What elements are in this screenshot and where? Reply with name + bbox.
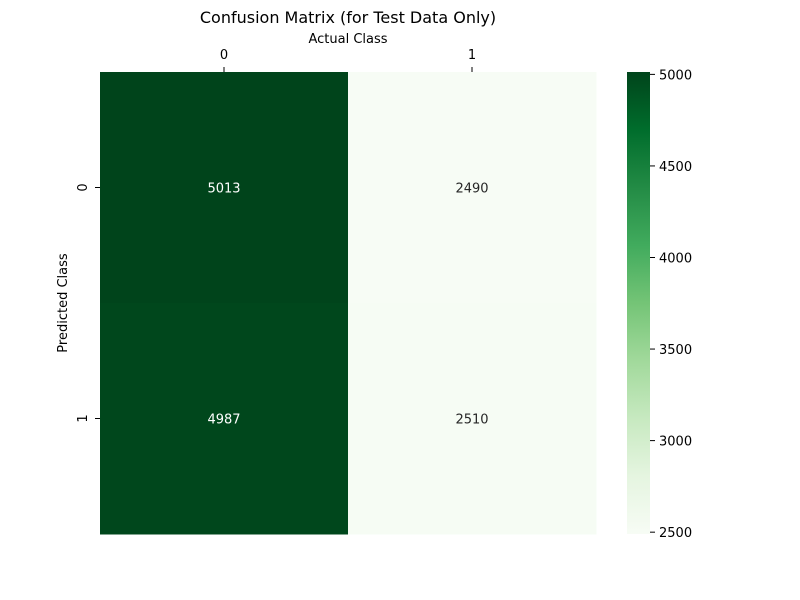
heatmap-cell-1-1 [348,303,597,535]
chart-title: Confusion Matrix (for Test Data Only) [200,8,496,27]
cell-value-label-0-1: 2490 [455,182,488,197]
y-ticks: 01 [76,183,100,423]
colorbar-tick-label-3500: 3500 [659,343,692,358]
colorbar-tick-label-3000: 3000 [659,435,692,450]
cell-value-label-1-0: 4987 [207,413,240,428]
y-tick-label-1: 1 [76,414,91,422]
x-axis-label: Actual Class [308,32,387,47]
colorbar-tick-label-5000: 5000 [659,68,692,83]
heatmap-cells: 5013 2490 4987 2510 [100,72,597,535]
y-tick-label-0: 0 [76,183,91,191]
cell-value-label-0-0: 5013 [207,182,240,197]
colorbar-tick-label-4500: 4500 [659,160,692,175]
y-axis-label: Predicted Class [56,253,71,353]
colorbar-tick-label-2500: 2500 [659,526,692,541]
colorbar-tick-label-4000: 4000 [659,251,692,266]
colorbar-ticks: 5000 4500 4000 3500 3000 2500 [650,68,692,541]
cell-value-label-1-1: 2510 [455,413,488,428]
x-tick-label-1: 1 [468,48,476,63]
x-tick-label-0: 0 [220,48,228,63]
heatmap-cell-0-0 [100,72,349,304]
heatmap-cell-0-1 [348,72,597,304]
colorbar [627,72,650,534]
heatmap-cell-1-0 [100,303,349,535]
